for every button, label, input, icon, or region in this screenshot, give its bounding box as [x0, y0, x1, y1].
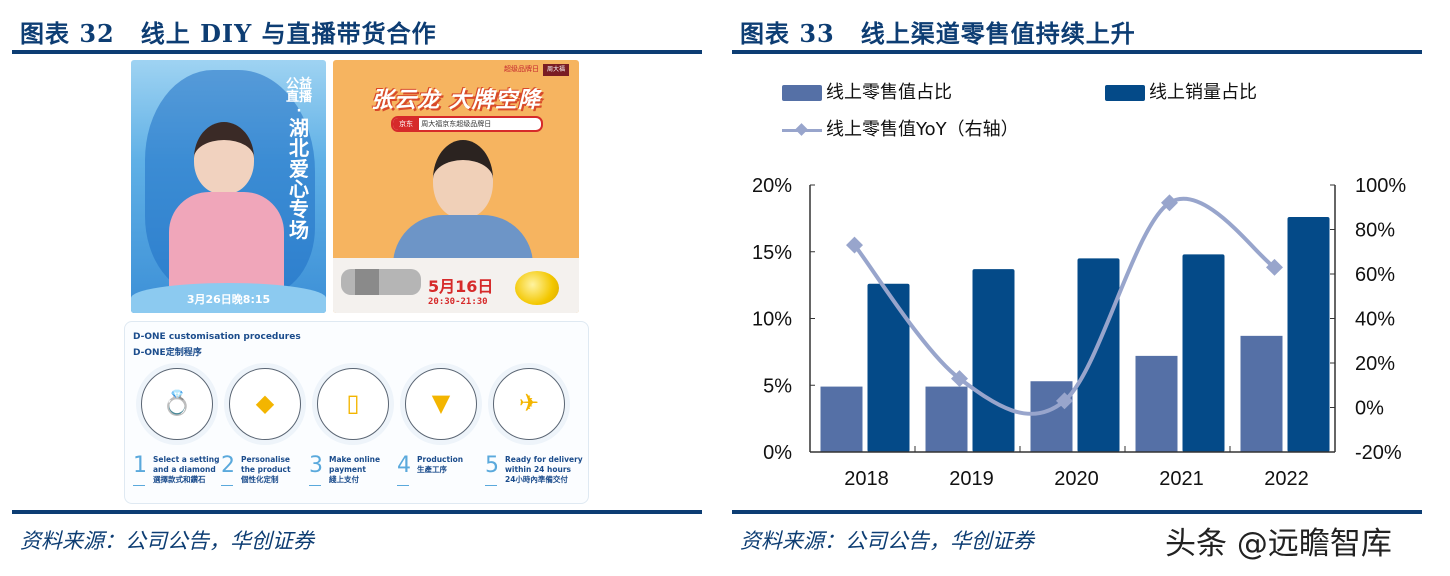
right-source-note: 资料来源：公司公告，华创证券 [740, 529, 1034, 553]
right-figure-caption: 线上渠道零售值持续上升 [860, 19, 1136, 48]
legend-swatch-dark-bar [1105, 85, 1145, 101]
legend-item-online-retail-share: 线上零售值占比 [782, 78, 952, 104]
jd-logo: 京东 [393, 118, 419, 130]
left-bottom-rule [12, 510, 702, 514]
legend-line-diamond-icon [782, 122, 822, 138]
right-tick-label: 60% [1355, 264, 1395, 286]
left-tick-label: 20% [752, 175, 792, 197]
poster-time: 20:30-21:30 [428, 297, 488, 307]
left-figure-caption: 线上 DIY 与直播带货合作 [140, 19, 437, 48]
bar-online-volume-share [1182, 254, 1225, 452]
ring-necklace-icon: 💍 [162, 389, 192, 417]
customisation-procedure-graphic: D-ONE customisation procedures D-ONE定制程序… [124, 321, 589, 504]
bar-online-volume-share [972, 269, 1015, 452]
bar-online-volume-share [1077, 258, 1120, 452]
procedure-step-5: ✈ 5 Ready for delivery within 24 hours 24小… [485, 322, 583, 503]
blurred-qr-region [341, 269, 421, 295]
x-tick-label: 2022 [1264, 468, 1309, 490]
left-figure-number: 图表 32 [20, 19, 115, 48]
procedure-step-3: ▯ 3 Make online payment 綫上支付 [309, 322, 401, 503]
poster-cloud-decoration [131, 283, 326, 313]
bar-online-volume-share [1287, 217, 1330, 452]
left-tick-label: 0% [763, 442, 792, 464]
poster-date: 5月16日 [428, 277, 494, 296]
yoy-diamond-marker-icon [846, 236, 863, 254]
bar-online-volume-share [867, 283, 910, 452]
legend-swatch-light-bar [782, 85, 822, 101]
production-machine-icon: ▼ [431, 389, 451, 417]
x-tick-label: 2021 [1159, 468, 1204, 490]
diamond-hand-icon: ◆ [255, 389, 275, 417]
phone-cart-icon: ▯ [346, 389, 360, 417]
procedure-title-en: D-ONE customisation procedures [133, 332, 301, 342]
bar-online-retail-share [925, 386, 968, 452]
right-bottom-rule [732, 510, 1422, 514]
poster-vertical-title: 公益直播· 湖北爱心专场 [286, 77, 313, 242]
gift-plane-icon: ✈ [518, 389, 540, 417]
procedure-step-2: ◆ 2 Personalise the product 個性化定制 [221, 322, 313, 503]
charity-livestream-poster: 公益直播· 湖北爱心专场 3月26日晚8:15 [131, 60, 326, 313]
right-tick-label: 80% [1355, 220, 1395, 242]
left-figure-title: 图表 32 线上 DIY 与直播带货合作 [20, 14, 437, 49]
right-tick-label: 20% [1355, 353, 1395, 375]
bar-online-retail-share [1135, 355, 1178, 452]
right-tick-label: 100% [1355, 175, 1406, 197]
watermark: 头条 @远瞻智库 [1165, 526, 1392, 562]
right-tick-label: 0% [1355, 398, 1384, 420]
right-figure-title: 图表 33 线上渠道零售值持续上升 [740, 14, 1136, 49]
poster-search-bar: 京东 周大福京东超级品牌日 [391, 116, 543, 132]
x-tick-label: 2020 [1054, 468, 1099, 490]
bar-online-retail-share [1240, 335, 1283, 452]
left-tick-label: 10% [752, 309, 792, 331]
gold-ingot-icon [515, 271, 559, 305]
x-tick-label: 2018 [844, 468, 889, 490]
legend-item-yoy-line: 线上零售值YoY（右轴） [782, 115, 1019, 141]
poster-search-text: 周大福京东超级品牌日 [421, 120, 492, 128]
right-tick-label: 40% [1355, 309, 1395, 331]
x-tick-label: 2019 [949, 468, 994, 490]
right-title-rule [732, 50, 1422, 54]
left-tick-label: 5% [763, 375, 792, 397]
poster-headline: 张云龙 大牌空降 [371, 88, 541, 113]
procedure-step-4: ▼ 4 Production 生產工序 [397, 322, 489, 503]
procedure-step-1: 💍 1 Select a setting and a diamond 選擇款式和鑽石 [133, 322, 225, 503]
procedure-title-cn: D-ONE定制程序 [133, 348, 202, 358]
right-figure-number: 图表 33 [740, 19, 835, 48]
left-tick-label: 15% [752, 242, 792, 264]
yoy-diamond-marker-icon [951, 370, 968, 388]
poster-brand-day: 超级品牌日 [504, 65, 539, 73]
bar-online-retail-share [1030, 381, 1073, 452]
poster-brand-logo: 周大福 [543, 64, 569, 76]
left-title-rule [12, 50, 702, 54]
jd-livestream-poster: 超级品牌日 周大福 张云龙 大牌空降 京东 周大福京东超级品牌日 5月16日 2… [333, 60, 579, 313]
bar-online-retail-share [820, 386, 863, 452]
poster-date: 3月26日晚8:15 [186, 293, 271, 306]
right-tick-label: -20% [1355, 442, 1402, 464]
legend-item-online-volume-share: 线上销量占比 [1105, 78, 1257, 104]
left-source-note: 资料来源：公司公告，华创证券 [20, 529, 314, 553]
